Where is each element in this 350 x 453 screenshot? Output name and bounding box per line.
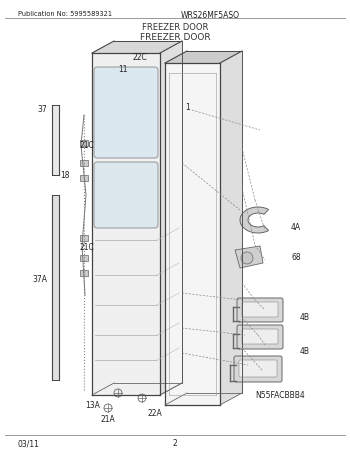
FancyBboxPatch shape [52, 195, 59, 380]
Circle shape [241, 252, 253, 264]
FancyBboxPatch shape [242, 329, 278, 344]
Text: 37: 37 [37, 106, 47, 115]
Text: 4A: 4A [291, 222, 301, 231]
Polygon shape [165, 63, 220, 405]
Bar [80, 270, 88, 276]
FancyBboxPatch shape [237, 325, 283, 349]
Bar [80, 255, 88, 261]
Polygon shape [160, 41, 182, 395]
Text: 13A: 13A [85, 400, 100, 410]
Text: FREEZER DOOR: FREEZER DOOR [142, 23, 208, 32]
Text: 1: 1 [185, 103, 190, 112]
Text: 21A: 21A [101, 415, 116, 424]
Text: 11: 11 [118, 66, 128, 74]
Text: 2: 2 [173, 439, 177, 448]
Text: 68: 68 [291, 254, 301, 262]
FancyBboxPatch shape [239, 360, 277, 377]
FancyBboxPatch shape [237, 298, 283, 322]
Bar [80, 160, 88, 166]
FancyBboxPatch shape [242, 302, 278, 317]
FancyBboxPatch shape [94, 67, 158, 158]
Bar [80, 140, 88, 146]
Text: FREEZER DOOR: FREEZER DOOR [140, 33, 210, 42]
Text: 21C: 21C [80, 244, 95, 252]
Text: 4B: 4B [300, 347, 310, 357]
FancyBboxPatch shape [52, 105, 59, 175]
FancyBboxPatch shape [94, 162, 158, 228]
Polygon shape [235, 246, 263, 268]
Text: 03/11: 03/11 [18, 439, 40, 448]
Bar [80, 235, 88, 241]
Text: Publication No: 5995589321: Publication No: 5995589321 [18, 11, 112, 17]
Text: 4B: 4B [300, 313, 310, 323]
Polygon shape [92, 53, 160, 395]
Text: 37A: 37A [32, 275, 47, 284]
Text: 22A: 22A [148, 409, 163, 418]
Polygon shape [220, 51, 242, 405]
Bar [80, 175, 88, 181]
Text: N55FACBBB4: N55FACBBB4 [255, 390, 305, 400]
FancyBboxPatch shape [234, 356, 282, 382]
Polygon shape [165, 51, 242, 63]
Text: 22C: 22C [133, 53, 147, 62]
Text: WRS26MF5ASO: WRS26MF5ASO [181, 11, 239, 20]
Text: 21C: 21C [80, 140, 95, 149]
Text: 18: 18 [61, 170, 70, 179]
Polygon shape [240, 207, 268, 233]
Polygon shape [92, 41, 182, 53]
